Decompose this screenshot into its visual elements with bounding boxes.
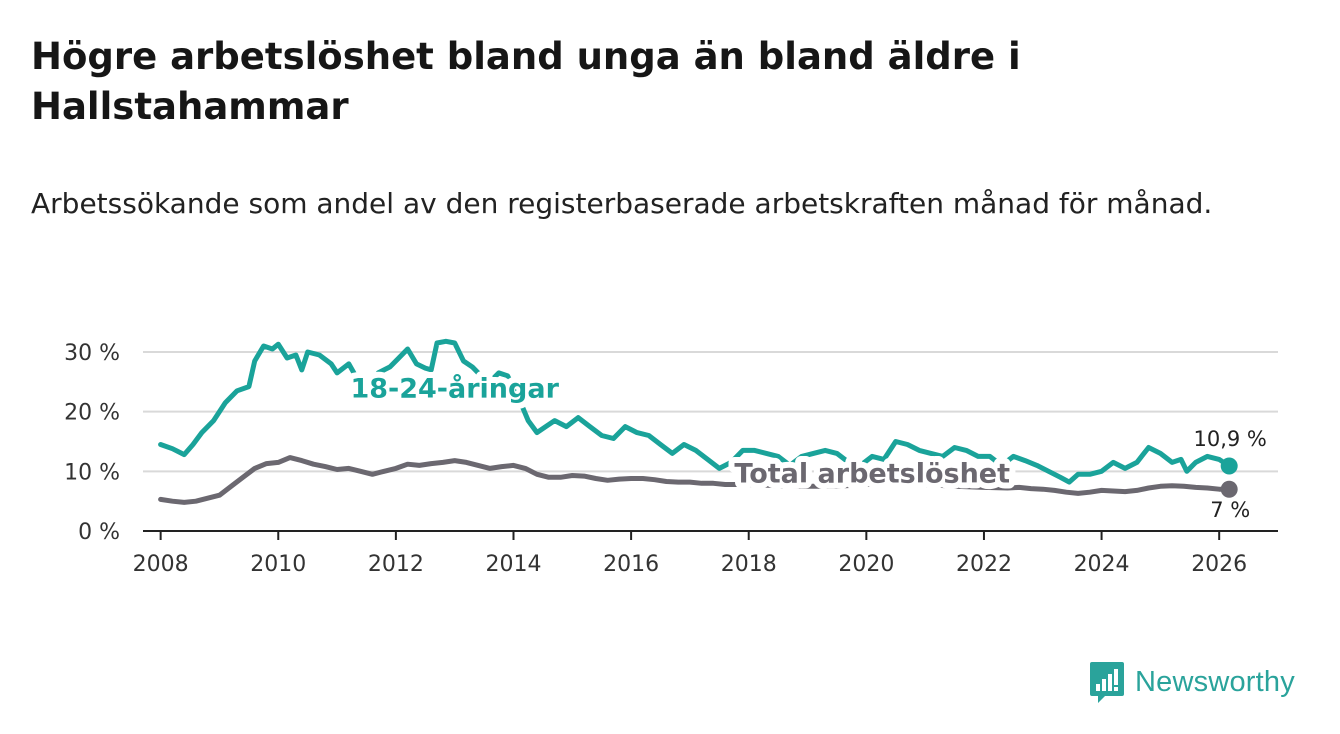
x-tick-label: 2012 [368, 552, 424, 577]
x-tick-label: 2016 [603, 552, 659, 577]
youth-line-label: 18-24-åringar [350, 372, 559, 404]
total-line-end-label: 7 % [1210, 498, 1250, 522]
x-tick-label: 2008 [133, 552, 189, 577]
y-tick-label: 30 % [64, 341, 120, 366]
total-line [158, 455, 1232, 505]
x-tick-label: 2010 [250, 552, 306, 577]
x-tick-label: 2018 [721, 552, 777, 577]
total-line-end-point [1220, 480, 1238, 498]
x-tick-label: 2026 [1191, 552, 1247, 577]
x-tick-label: 2020 [838, 552, 894, 577]
youth-line-end-label: 10,9 % [1193, 427, 1266, 451]
newsworthy-chart-icon [1090, 662, 1124, 703]
x-tick-label: 2024 [1074, 552, 1130, 577]
series-lines [158, 338, 1232, 505]
x-axis: 2008 2010 2012 2014 2016 2018 2020 2022 2024 2026 [133, 530, 1278, 577]
youth-line-end-point [1220, 457, 1238, 475]
chart-title: Högre arbetslöshet bland unga än bland ä… [31, 35, 1021, 128]
y-axis-ticks: 0 % 10 % 20 % 30 % [64, 341, 120, 545]
x-tick-label: 2022 [956, 552, 1012, 577]
grid-lines [143, 351, 1278, 473]
y-tick-label: 10 % [64, 460, 120, 485]
series-labels: 10,9 % 7 % 18-24-åringar Total arbetslöshet [344, 366, 1269, 524]
x-tick-label: 2014 [485, 552, 541, 577]
newsworthy-logo: Newsworthy [1089, 660, 1295, 704]
brand-name: Newsworthy [1135, 665, 1295, 698]
y-tick-label: 0 % [78, 520, 120, 545]
youth-line [158, 338, 1232, 485]
y-tick-label: 20 % [64, 401, 120, 426]
total-line-label: Total arbetslöshet [734, 459, 1010, 490]
chart-subtitle: Arbetssökande som andel av den registerb… [31, 187, 1213, 220]
